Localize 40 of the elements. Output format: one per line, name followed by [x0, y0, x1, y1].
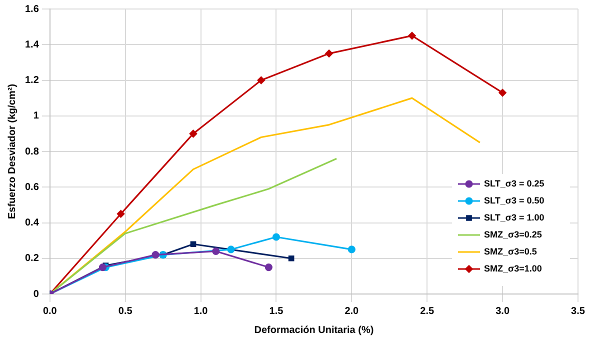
point: [325, 50, 333, 58]
point: [152, 251, 160, 259]
legend-label: SLT_σ3 = 0.50: [484, 195, 544, 206]
y-tick-label: 1.4: [24, 39, 40, 50]
legend-label: SMZ_σ3=0.25: [484, 229, 542, 240]
y-tick-label: 0.2: [24, 253, 40, 264]
point: [227, 246, 235, 254]
legend-label: SMZ_σ3=1.00: [484, 263, 542, 274]
y-axis-title: Esfuerzo Desviador (kg/cm²): [6, 84, 18, 220]
x-tick-label: 1.0: [194, 306, 208, 317]
x-tick-label: 1.5: [269, 306, 284, 317]
x-tick-label: 2.5: [420, 306, 434, 317]
legend-label: SLT_σ3 = 1.00: [484, 212, 544, 222]
x-tick-label: 2.0: [344, 306, 360, 317]
point: [257, 76, 265, 84]
x-tick-label: 3.5: [571, 306, 586, 317]
y-tick-label: 0: [33, 288, 40, 300]
legend-label: SLT_σ3 = 0.25: [484, 178, 544, 188]
x-tick-label: 0.0: [42, 306, 58, 317]
point: [117, 210, 125, 218]
y-tick-label: 0.4: [24, 218, 40, 228]
x-axis-title: Deformación Unitaria (%): [254, 324, 374, 336]
point: [189, 130, 198, 138]
y-tick-label: 1: [33, 110, 40, 122]
legend-label: SMZ_σ3=0.5: [484, 246, 537, 256]
point: [98, 263, 107, 272]
x-tick-label: 0.5: [118, 306, 133, 317]
y-tick-label: 1.6: [24, 4, 40, 15]
point: [498, 88, 506, 97]
y-tick-label: 0.8: [24, 146, 40, 158]
point: [272, 233, 280, 241]
y-tick-label: 1.2: [24, 75, 40, 86]
point: [408, 32, 416, 40]
y-tick-label: 0.6: [24, 182, 40, 193]
point: [212, 247, 220, 256]
point: [288, 255, 294, 262]
x-tick-label: 3.0: [496, 306, 510, 317]
point: [190, 241, 196, 248]
point: [264, 263, 272, 272]
point: [348, 246, 356, 254]
